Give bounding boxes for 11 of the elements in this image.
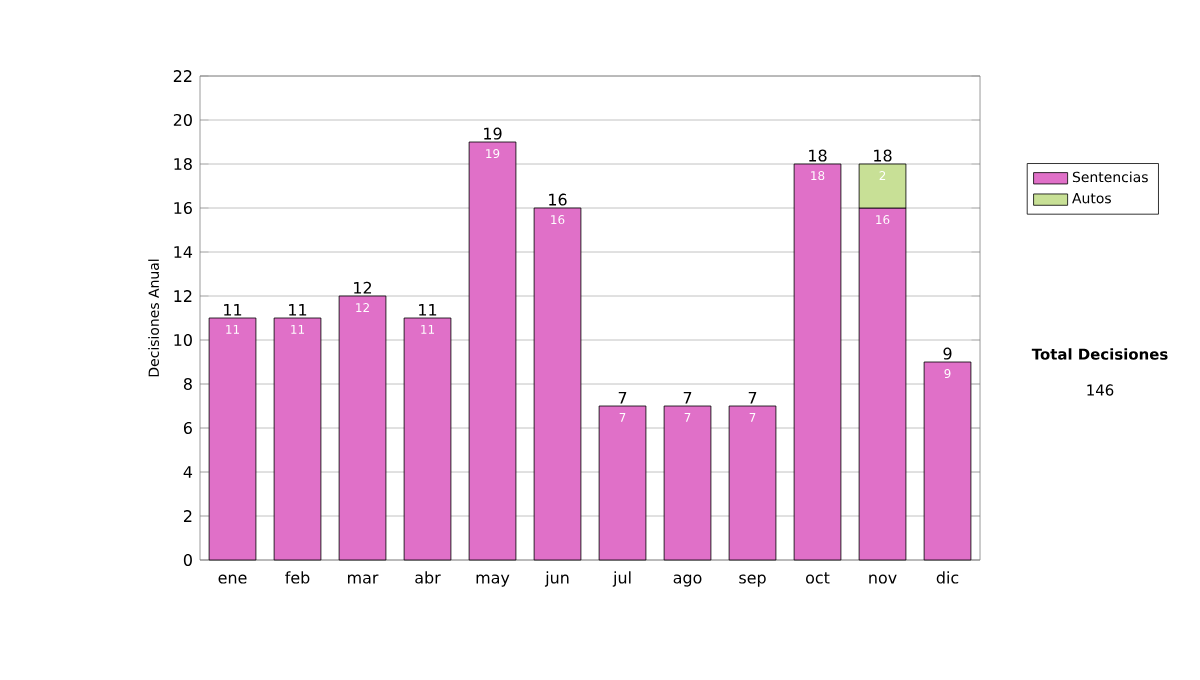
- bar: [728, 405, 777, 561]
- bar: [468, 141, 517, 561]
- bar: [273, 317, 322, 561]
- bar: [793, 163, 842, 561]
- bar: [208, 317, 257, 561]
- bar: [403, 317, 452, 561]
- bar: [338, 295, 387, 561]
- bar: [923, 361, 972, 561]
- bar: [663, 405, 712, 561]
- bar: [598, 405, 647, 561]
- bar: [533, 207, 582, 561]
